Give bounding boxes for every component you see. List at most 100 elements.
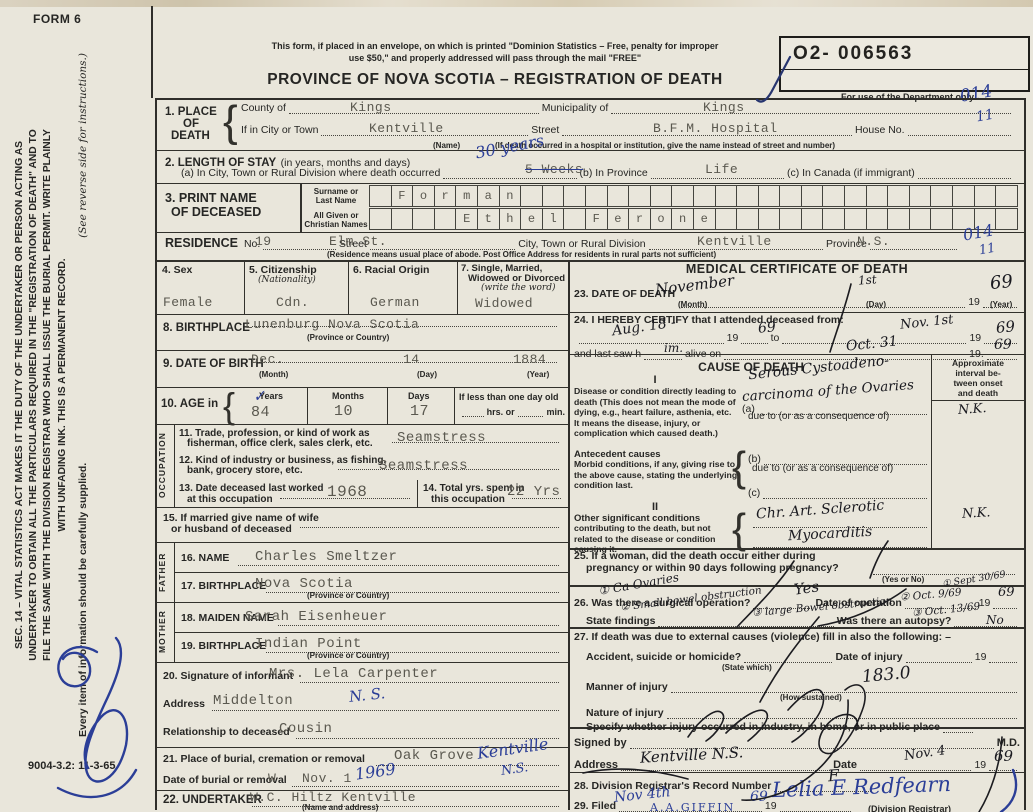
cause-c-label: (c) [748,487,761,499]
s2a-line [443,174,577,179]
sex-citizenship-row: 4. Sex Female 5. Citizenship (Nationalit… [157,260,568,315]
name-letter-box [563,185,586,207]
name-letter-box [952,185,975,207]
citizenship-value: Cdn. [276,295,310,310]
s20-address-hand: N. S. [348,684,387,706]
interval-header2: interval be- [955,368,1001,378]
s26-no-hand: No [986,613,1004,627]
occupation-side-label: OCCUPATION [157,432,167,499]
name-letter-box [714,185,738,207]
sgn-address-label: Address [574,759,619,771]
name-letter-box: a [476,185,500,207]
name-letter-box [995,185,1018,207]
s9-month: Dec. [251,352,285,367]
s23-day-hand: 1st [857,272,878,288]
name-letter-box [714,208,738,230]
s26-year-line [993,604,1018,609]
section-24-attended: 24. I HEREBY CERTIFY that I attended dec… [570,312,1024,360]
s15-line [300,523,559,528]
residence-label: RESIDENCE [165,236,238,250]
s23-month-sub: (Month) [678,300,708,309]
s21-date-typed1: W [268,771,277,786]
s20-address-label: Address [163,698,206,710]
s21-date-label: Date of burial or removal [163,774,287,786]
cause-a-hand2: carcinoma of the Ovaries [741,377,915,405]
city-line [321,131,529,136]
house-line [907,131,1011,136]
form-title: PROVINCE OF NOVA SCOTIA – REGISTRATION O… [267,71,723,88]
racial-origin-value: German [370,295,420,310]
name-letter-box: l [541,208,565,230]
serial-number: O2- 006563 [793,43,914,64]
residence-code2: 11 [977,240,997,259]
interval-nk2: N.K. [961,505,991,522]
municipality-value: Kings [703,100,745,115]
s25-sub: (Yes or No) [882,575,925,584]
s24-label: 24. I HEREBY CERTIFY that I attended dec… [574,314,844,326]
s19-sub: (Province or Country) [307,651,390,660]
name-letter-box [584,185,608,207]
name-letter-box: o [649,208,673,230]
s13-value: 1968 [327,483,368,501]
s12-value: Seamstress [379,458,469,474]
medical-certificate-title: MEDICAL CERTIFICATE OF DEATH [685,262,909,276]
s21-line [376,761,559,766]
cause-a-hand1: Serous Cystoadeno- [747,352,890,384]
s9-year: 1884 [513,352,547,367]
cause-a-dueto: due to (or as a consequence of) [748,411,890,422]
s24-to-label: to [770,332,780,344]
s21-date-line [292,782,559,787]
s27-specify-line [942,728,973,733]
s3-label2: OF DECEASED [171,205,262,219]
s9-day: 14 [403,352,420,367]
s26-19: 19 [978,597,991,609]
age-infant-label: If less than one day old [459,392,559,402]
section-3-print-name: 3. PRINT NAME OF DECEASED Surname or Las… [157,183,1024,233]
cause-part2-numeral: II [651,501,659,513]
s8-value: Lunenburg Nova Scotia [245,317,420,332]
s9-label: 9. DATE OF BIRTH [163,358,264,370]
margin-scribble-underline [56,768,138,799]
s17-value: Nova Scotia [255,576,353,592]
s21-date-hand: 1969 [353,759,397,784]
name-letter-box [563,208,586,230]
s29-year-hand: 69 [750,789,768,805]
s27-injury-date-line [905,658,972,663]
s13-label1: 13. Date deceased last worked [179,483,324,494]
name-letter-box [757,208,781,230]
name-letter-box [930,208,954,230]
section-27-external-causes: 27. If death was due to external causes … [570,627,1024,733]
s2-title-sub: (in years, months and days) [280,157,411,169]
s2c-label: (c) In Canada (if immigrant) [786,167,915,179]
section-2-length-of-stay: 2. LENGTH OF STAY (in years, months and … [157,131,1024,184]
s11-label2: fisherman, office clerk, sales clerk, et… [187,438,373,449]
s20-value: Mrs. Lela Carpenter [269,666,439,682]
s25-line [873,570,1015,575]
name-letter-box: F [390,185,414,207]
name-letter-box [887,185,910,207]
s2a-typed-value: 5 Weeks [525,162,584,177]
s13-label2: at this occupation [187,494,273,505]
s27-manner-hand: 183.0 [861,662,912,688]
s29-year-line [779,807,851,812]
section-26-operation: 26. Was there a surgical operation? Date… [570,569,1024,629]
citizenship-sub: (Nationality) [258,275,316,285]
s1-label-death: DEATH [171,130,210,142]
s29-giffin-hand: A.A.GIFFIN [650,801,736,812]
s26-date-line [904,604,976,609]
antecedent-brace: { [732,443,747,490]
s24-from-year-line [741,339,768,344]
age-years-label: Years [259,391,284,401]
s24-seen-year-line [986,355,1017,360]
name-letter-box: r [433,185,457,207]
form-body: 1. PLACE OF DEATH { County of Municipali… [155,97,1026,812]
name-letter-box: n [671,208,694,230]
min-line [517,412,544,417]
interval-column: Approximate interval be- tween onset and… [931,355,1024,548]
s12-label2: bank, grocery store, etc. [187,465,303,476]
occupation-block: OCCUPATION 11. Trade, profession, or kin… [157,424,568,508]
dept-use-note: For use of the Department only [840,92,974,102]
s15-label2: or husband of deceased [171,523,292,535]
street-line [562,131,852,136]
mother-side-col: MOTHER [157,602,175,662]
